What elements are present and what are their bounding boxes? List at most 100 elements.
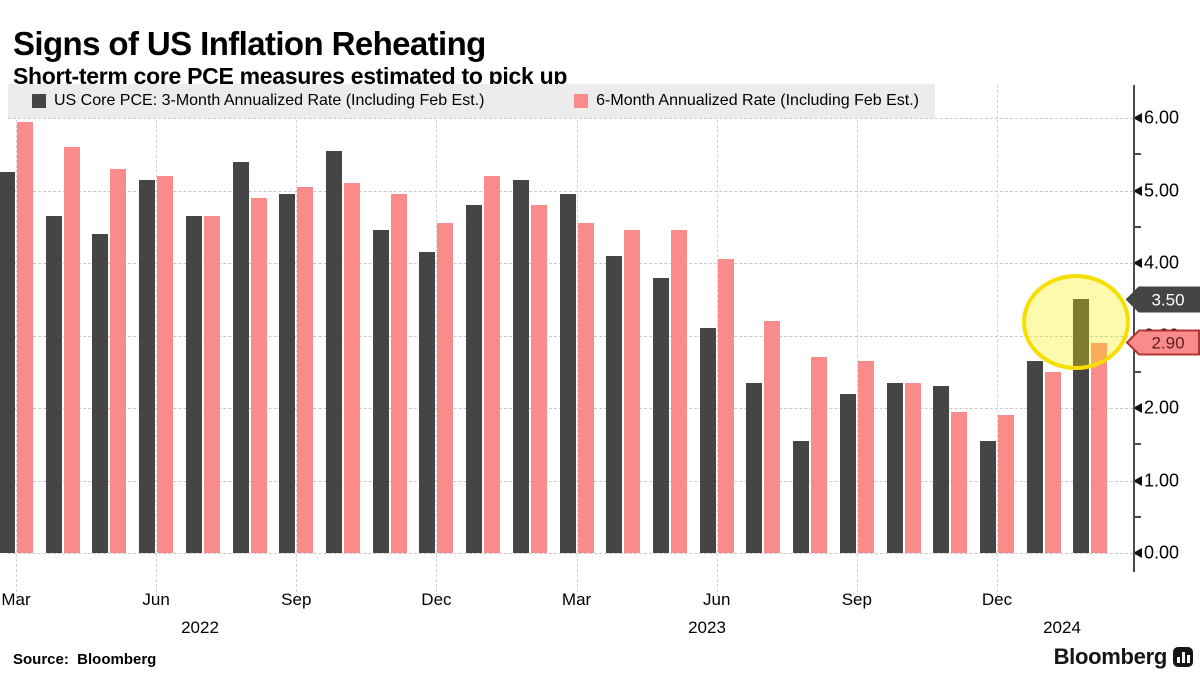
legend-item-6-month: 6-Month Annualized Rate (Including Feb E… [574,92,919,110]
gridline-vertical [436,85,438,597]
bar-3-month [839,393,856,553]
x-axis-month-label: Dec [981,590,1013,609]
x-axis-year-label: 2022 [181,618,219,637]
gridline-horizontal [8,190,1133,192]
bar-6-month [1091,342,1108,553]
y-axis-tick-arrow-icon [1133,475,1142,486]
bar-3-month [886,382,903,553]
gridline-horizontal [8,118,1133,119]
bar-6-month [63,147,80,553]
y-axis-tick-label: 2.00 [1144,397,1180,418]
bar-3-month [232,161,249,553]
bar-6-month [717,259,734,553]
bar-3-month [419,252,436,553]
y-axis-tick-arrow-icon [1133,185,1142,196]
gridline-vertical [856,85,858,597]
bar-6-month [110,168,127,553]
y-axis-tick-label: 6.00 [1144,107,1180,128]
page-title: Signs of US Inflation Reheating [13,25,486,63]
bar-6-month [484,176,501,553]
gridline-horizontal [8,553,1133,554]
legend-label-6-month: 6-Month Annualized Rate (Including Feb E… [596,92,919,109]
bar-3-month [325,150,342,553]
bar-6-month [203,215,220,553]
x-axis-year-label: 2024 [1043,618,1081,637]
x-axis-month-label: Sep [841,590,872,609]
bar-3-month [933,386,950,553]
bar-3-month [979,440,996,553]
y-axis-tick-arrow-icon [1133,548,1142,558]
bar-6-month [670,230,687,553]
x-axis-month-label: Mar [561,590,592,609]
legend-swatch-6-month-icon [574,94,589,108]
bar-3-month [512,179,529,553]
bar-6-month [1044,371,1061,553]
bar-3-month [45,215,62,553]
y-axis-minor-tick [1134,370,1141,373]
value-tag-3.50: 3.50 [1126,286,1200,313]
svg-text:2.90: 2.90 [1151,334,1184,353]
bar-3-month [372,230,389,553]
y-axis-minor-tick [1134,515,1141,518]
bar-6-month [157,176,174,553]
bar-3-month [0,172,15,553]
x-axis-month-label: Jun [142,590,170,609]
x-axis-year-label: 2023 [688,618,726,637]
gridline-vertical [716,85,718,597]
bar-3-month [185,215,202,553]
x-axis-month-label: Jun [702,590,731,609]
bar-3-month [793,440,810,553]
bar-3-month [92,234,109,553]
bar-6-month [390,194,407,553]
bar-6-month [343,183,360,553]
bar-6-month [530,205,547,553]
bar-6-month [624,230,641,553]
svg-text:3.50: 3.50 [1151,290,1184,309]
bloomberg-wordmark: Bloomberg [1053,644,1168,669]
y-axis-tick-arrow-icon [1133,113,1142,123]
bar-3-month [279,194,296,553]
bar-3-month [1026,360,1043,553]
bar-3-month [466,205,483,553]
y-axis-tick-label: 4.00 [1144,252,1180,273]
bar-6-month [997,415,1014,553]
bar-3-month [606,255,623,553]
chart-legend: US Core PCE: 3-Month Annualized Rate (In… [8,84,935,118]
bar-6-month [904,382,921,553]
y-axis-tick-arrow-icon [1133,258,1142,268]
bar-6-month [857,360,874,553]
y-axis-tick-label: 1.00 [1144,470,1180,490]
bar-6-month [17,121,33,553]
gridline-vertical [156,85,158,597]
gridline-vertical [996,85,998,597]
bar-3-month [699,328,716,553]
bar-6-month [297,186,314,553]
bar-6-month [764,321,781,553]
bar-6-month [250,197,267,553]
x-axis-month-label: Mar [1,590,31,609]
y-axis-line [1133,85,1135,572]
y-axis-minor-tick [1134,443,1141,446]
bar-6-month [811,357,828,553]
source-label: Source: Bloomberg [13,651,157,668]
gridline-vertical [16,85,17,597]
x-axis-month-label: Dec [421,590,452,609]
legend-item-3-month: US Core PCE: 3-Month Annualized Rate (In… [32,92,484,110]
bar-6-month [951,411,968,553]
bar-3-month [652,277,669,553]
y-axis-tick-label: 0.00 [1144,542,1180,563]
bar-3-month [559,194,576,553]
bar-6-month [437,223,454,553]
bar-6-month [577,223,594,553]
bloomberg-logo: Bloomberg [1054,644,1193,670]
value-tag-2.90: 2.90 [1126,329,1200,356]
gridline-vertical [296,85,298,597]
highlight-ellipse [1022,274,1130,370]
bar-3-month [746,382,763,553]
y-axis-tick-label: 5.00 [1144,180,1180,200]
bloomberg-logo-icon [1173,647,1193,667]
bar-3-month [139,179,156,553]
y-axis-minor-tick [1134,153,1141,156]
y-axis-tick-arrow-icon [1133,403,1142,413]
